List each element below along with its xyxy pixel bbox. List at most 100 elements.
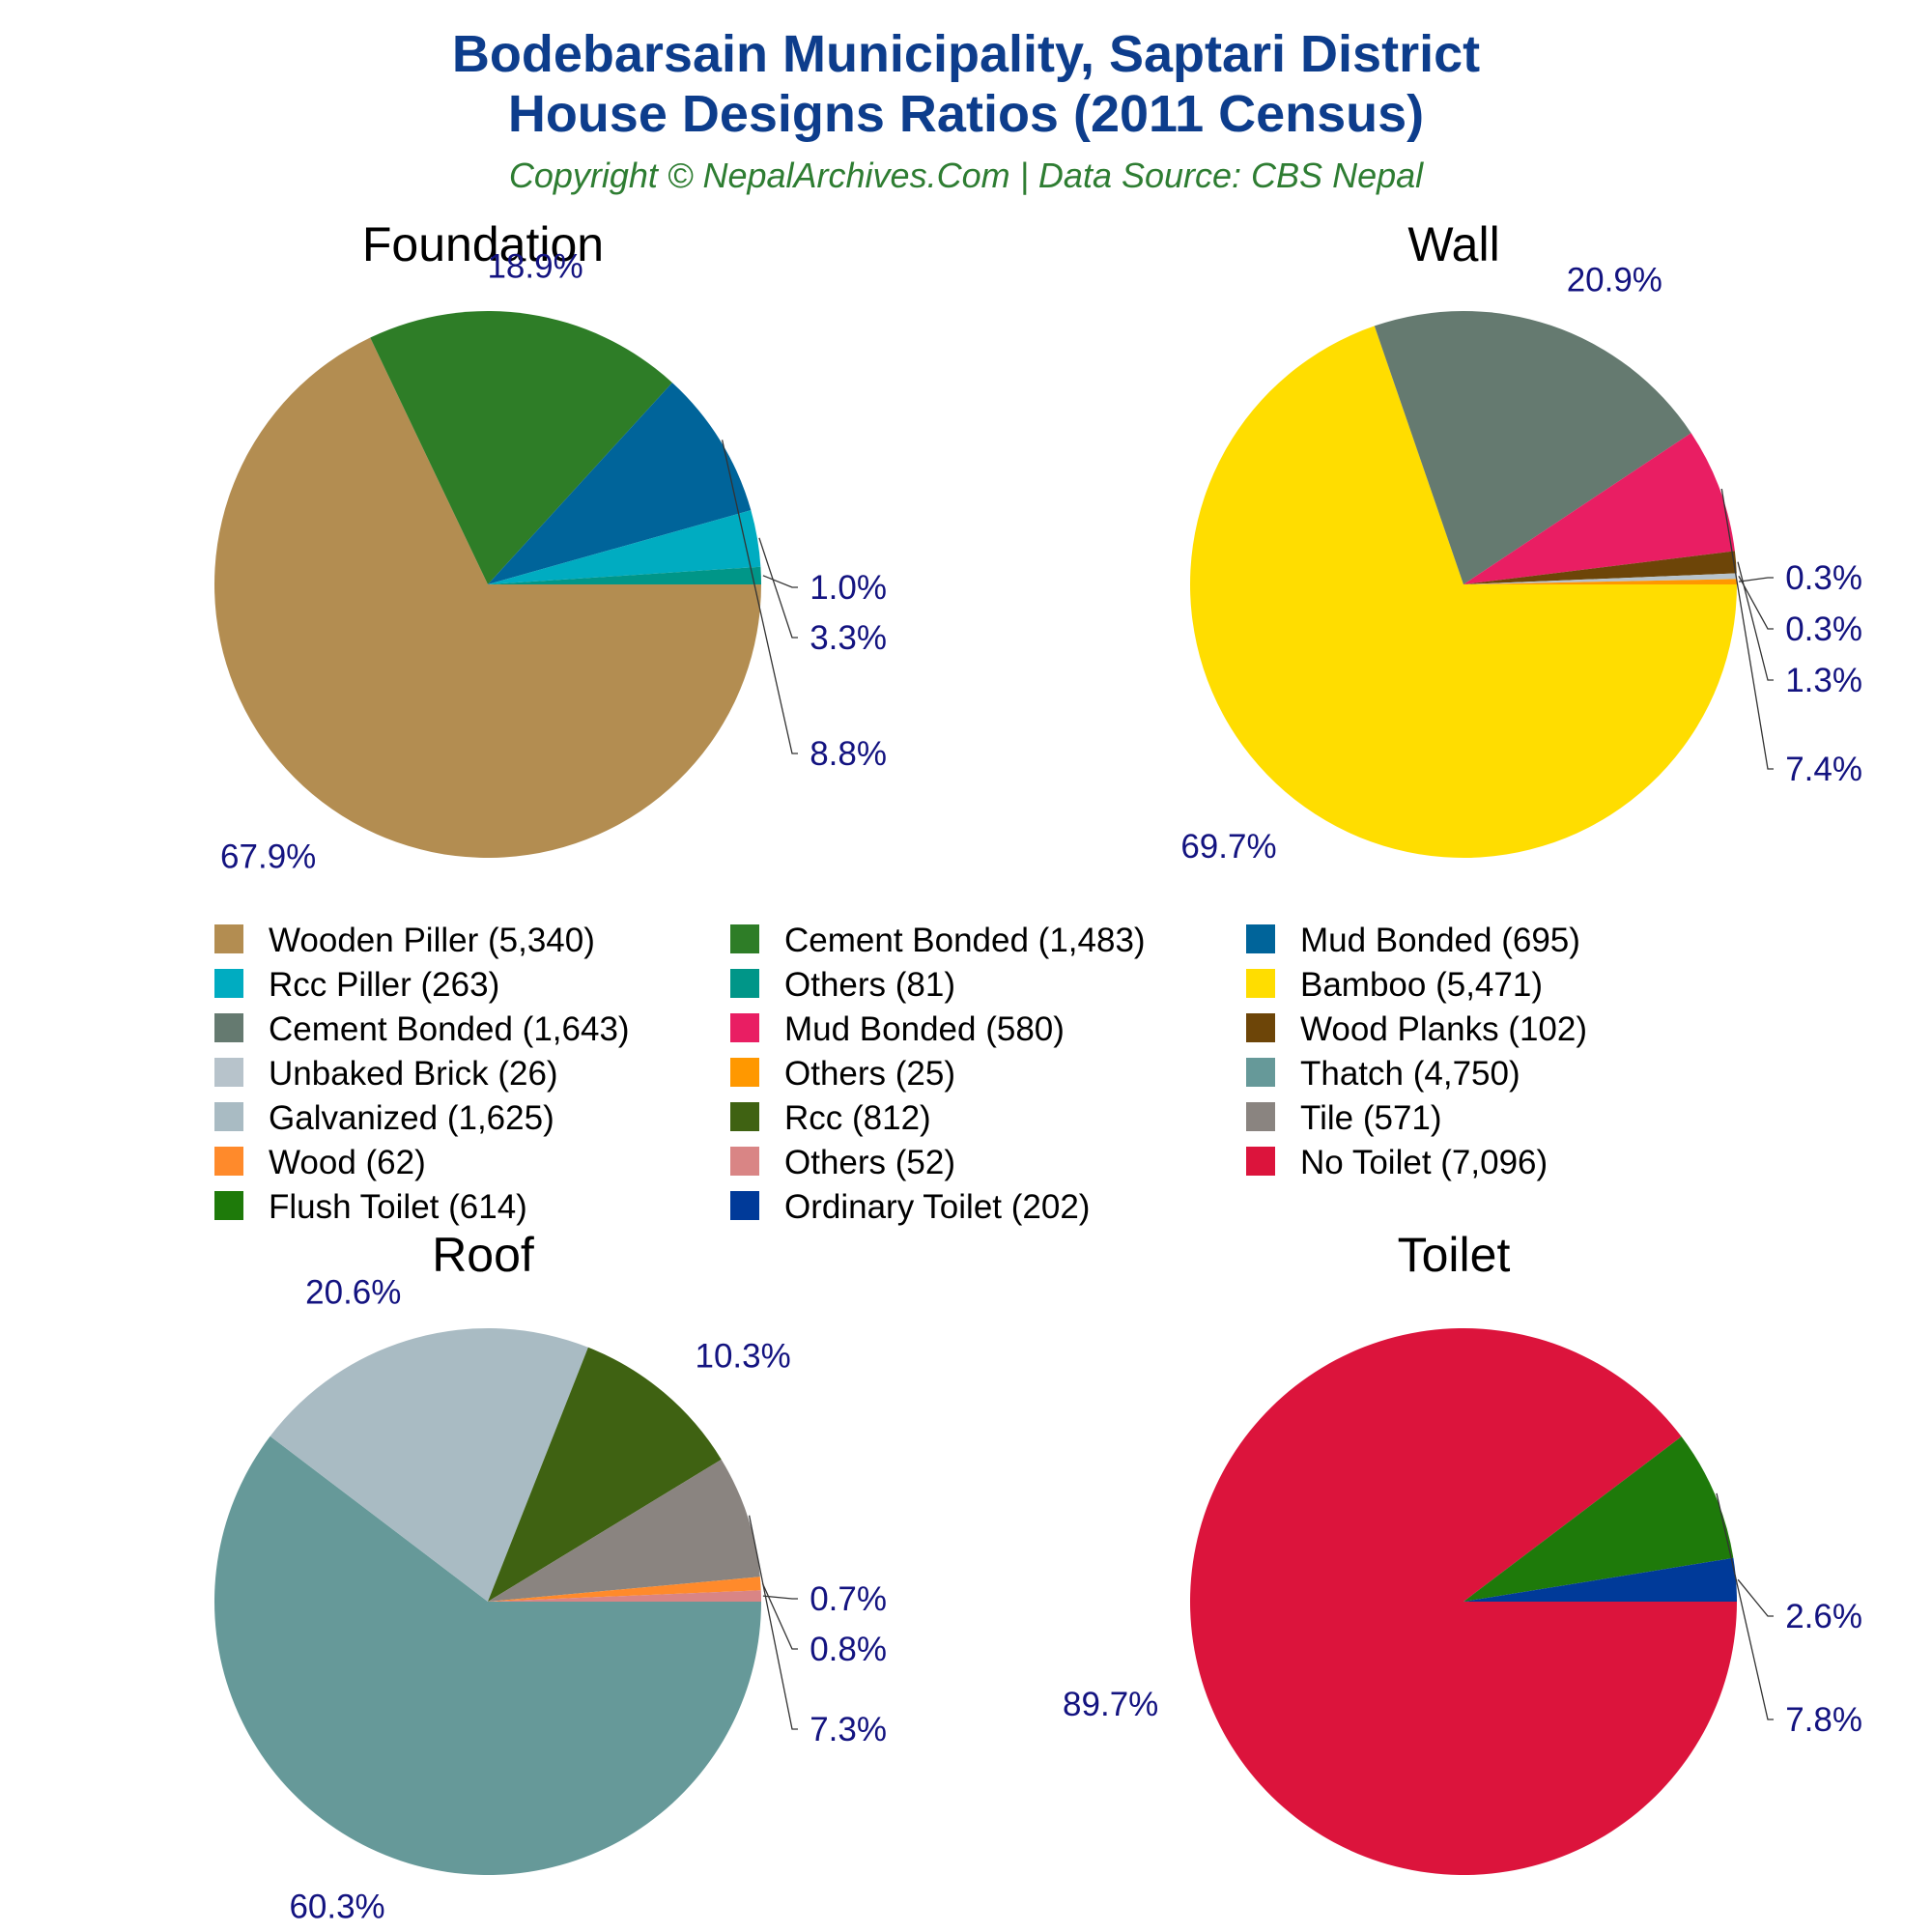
foundation-slice-others <box>488 566 761 584</box>
legend-label-bamboo-5-471: Bamboo (5,471) <box>1300 966 1543 1004</box>
legend-swatch-flush-toilet-614 <box>214 1191 243 1220</box>
roof-slice-thatch <box>214 1435 762 1876</box>
pie-title-toilet: Toilet <box>1398 1228 1511 1282</box>
legend-swatch-others-52 <box>730 1147 759 1176</box>
roof-slice-others <box>488 1590 761 1602</box>
legend-label-others-25: Others (25) <box>784 1055 955 1093</box>
wall-pct-wood-planks: 1.3% <box>1785 662 1862 699</box>
toilet-leader-flush-toilet <box>1716 1492 1774 1720</box>
legend-swatch-wooden-piller-5-340 <box>214 924 243 953</box>
roof-leader-wood <box>761 1582 798 1650</box>
toilet-pct-no-toilet: 89.7% <box>1063 1686 1158 1723</box>
legend-swatch-wood-62 <box>214 1147 243 1176</box>
pie-title-roof: Roof <box>432 1228 534 1282</box>
legend-label-tile-571: Tile (571) <box>1300 1099 1442 1137</box>
wall-pct-unbaked-brick: 0.3% <box>1785 611 1862 648</box>
roof-pct-thatch: 60.3% <box>289 1889 384 1926</box>
wall-slice-unbaked-brick <box>1463 573 1737 584</box>
legend-label-wood-planks-102: Wood Planks (102) <box>1300 1010 1587 1048</box>
legend-swatch-rcc-piller-263 <box>214 969 243 998</box>
legend-label-galvanized-1-625: Galvanized (1,625) <box>269 1099 554 1137</box>
wall-pct-mud-bonded: 7.4% <box>1785 751 1862 788</box>
roof-slice-wood <box>488 1577 761 1602</box>
wall-slice-bamboo <box>1189 326 1737 859</box>
foundation-pct-rcc-piller: 3.3% <box>810 619 887 657</box>
legend-swatch-wood-planks-102 <box>1246 1013 1275 1042</box>
foundation-pct-others: 1.0% <box>810 569 887 607</box>
pie-toilet: 2.6% 7.8% 89.7% <box>1063 1328 1862 1876</box>
legend-swatch-mud-bonded-695 <box>1246 924 1275 953</box>
legend-label-unbaked-brick-26: Unbaked Brick (26) <box>269 1055 558 1093</box>
roof-slice-rcc <box>488 1347 722 1602</box>
legend-swatch-ordinary-toilet-202 <box>730 1191 759 1220</box>
chart-title-line2: House Designs Ratios (2011 Census) <box>508 85 1424 143</box>
toilet-slice-no-toilet <box>1190 1328 1737 1876</box>
legend-swatch-tile-571 <box>1246 1102 1275 1131</box>
toilet-slice-flush-toilet <box>1463 1436 1734 1602</box>
legend-label-cement-bonded-1-643: Cement Bonded (1,643) <box>269 1010 630 1048</box>
legend-label-others-81: Others (81) <box>784 966 955 1004</box>
wall-leader-wood-planks <box>1737 561 1774 681</box>
foundation-leader-rcc-piller <box>758 537 798 639</box>
legend-label-others-52: Others (52) <box>784 1144 955 1181</box>
wall-pct-bamboo: 69.7% <box>1180 828 1276 866</box>
legend-swatch-others-81 <box>730 969 759 998</box>
toilet-leader-ordinary-toilet <box>1737 1578 1774 1617</box>
wall-leader-mud-bonded <box>1720 488 1774 770</box>
pie-title-wall: Wall <box>1407 217 1499 271</box>
legend-swatch-galvanized-1-625 <box>214 1102 243 1131</box>
roof-slice-tile <box>488 1459 760 1602</box>
legend-label-wooden-piller-5-340: Wooden Piller (5,340) <box>269 922 595 959</box>
legend-label-mud-bonded-580: Mud Bonded (580) <box>784 1010 1065 1048</box>
wall-slice-cement-bonded <box>1374 311 1691 584</box>
legend-label-ordinary-toilet-202: Ordinary Toilet (202) <box>784 1188 1090 1226</box>
toilet-pct-ordinary-toilet: 2.6% <box>1785 1598 1862 1635</box>
wall-pct-cement-bonded: 20.9% <box>1567 262 1662 299</box>
legend-label-wood-62: Wood (62) <box>269 1144 426 1181</box>
foundation-slice-cement-bonded <box>370 311 672 584</box>
roof-pct-tile: 7.3% <box>810 1711 887 1748</box>
legend-swatch-cement-bonded-1-643 <box>214 1013 243 1042</box>
foundation-leader-others <box>762 575 798 588</box>
foundation-slice-wooden-piller <box>213 337 762 859</box>
roof-leader-tile <box>748 1515 798 1730</box>
toilet-slice-ordinary-toilet <box>1463 1557 1737 1602</box>
pie-foundation: 1.0% 3.3% 8.8% 18.9% 67.9% <box>213 248 887 876</box>
foundation-slice-rcc-piller <box>488 510 761 584</box>
wall-slice-mud-bonded <box>1463 433 1735 584</box>
legend-swatch-mud-bonded-580 <box>730 1013 759 1042</box>
legend: Wooden Piller (5,340) Cement Bonded (1,48… <box>214 922 1587 1226</box>
legend-label-mud-bonded-695: Mud Bonded (695) <box>1300 922 1580 959</box>
legend-swatch-bamboo-5-471 <box>1246 969 1275 998</box>
legend-label-thatch-4-750: Thatch (4,750) <box>1300 1055 1520 1093</box>
foundation-leader-mud-bonded <box>721 440 798 754</box>
legend-swatch-thatch-4-750 <box>1246 1058 1275 1087</box>
legend-swatch-no-toilet-7-096 <box>1246 1147 1275 1176</box>
roof-pct-rcc: 10.3% <box>696 1337 791 1375</box>
wall-slice-others <box>1463 579 1737 584</box>
legend-label-no-toilet-7-096: No Toilet (7,096) <box>1300 1144 1548 1181</box>
chart-title-line1: Bodebarsain Municipality, Saptari Distri… <box>452 25 1480 83</box>
foundation-pct-mud-bonded: 8.8% <box>810 735 887 773</box>
roof-slice-galvanized <box>270 1327 588 1602</box>
legend-label-cement-bonded-1-483: Cement Bonded (1,483) <box>784 922 1146 959</box>
wall-leader-unbaked-brick <box>1738 575 1774 630</box>
legend-swatch-unbaked-brick-26 <box>214 1058 243 1087</box>
roof-pct-galvanized: 20.6% <box>305 1273 401 1311</box>
roof-pct-others: 0.7% <box>810 1580 887 1618</box>
legend-swatch-others-25 <box>730 1058 759 1087</box>
foundation-pct-cement-bonded: 18.9% <box>487 248 582 286</box>
foundation-slice-mud-bonded <box>488 383 752 584</box>
legend-swatch-rcc-812 <box>730 1102 759 1131</box>
toilet-pct-flush-toilet: 7.8% <box>1785 1701 1862 1739</box>
legend-swatch-cement-bonded-1-483 <box>730 924 759 953</box>
foundation-pct-wooden-piller: 67.9% <box>220 838 316 876</box>
pie-roof: 0.7% 0.8% 7.3% 10.3% 20.6% 60.3% <box>214 1273 887 1926</box>
legend-label-rcc-812: Rcc (812) <box>784 1099 931 1137</box>
chart-subtitle: Copyright © NepalArchives.Com | Data Sou… <box>509 156 1424 195</box>
roof-leader-others <box>762 1595 798 1600</box>
legend-label-flush-toilet-614: Flush Toilet (614) <box>269 1188 527 1226</box>
wall-slice-wood-planks <box>1463 551 1737 584</box>
roof-pct-wood: 0.8% <box>810 1631 887 1668</box>
